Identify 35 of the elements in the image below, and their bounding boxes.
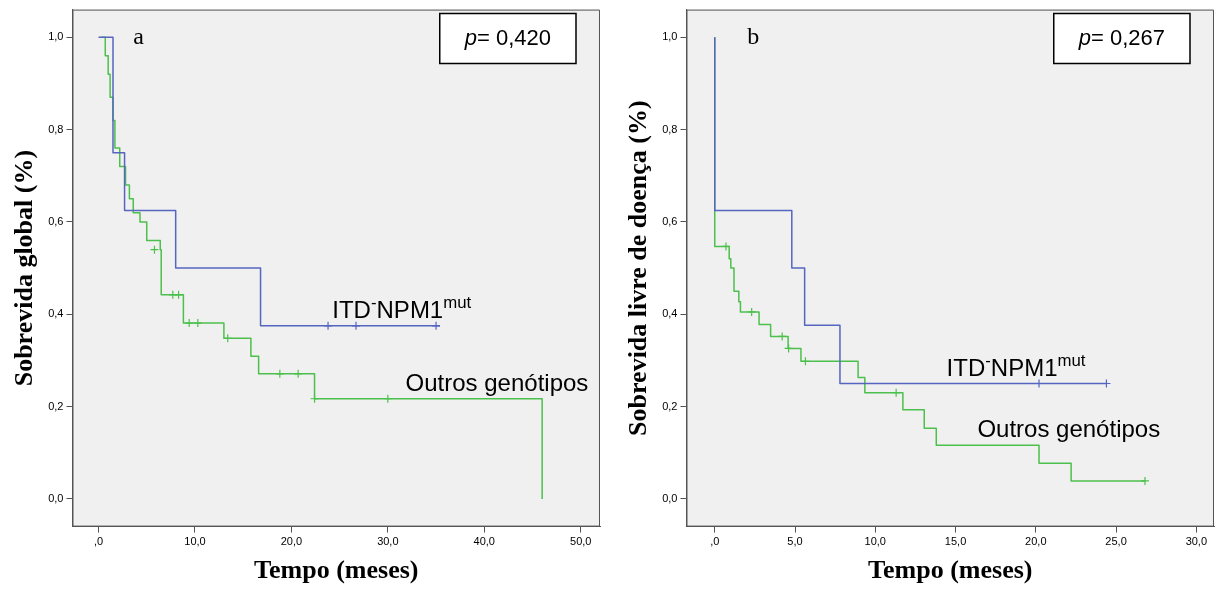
- x-tick-label: 10,0: [184, 535, 206, 548]
- annotation: a: [133, 22, 145, 49]
- x-tick-label: 10,0: [864, 535, 886, 548]
- y-tick-label: 1,0: [662, 30, 678, 43]
- x-tick-label: 50,0: [570, 535, 592, 548]
- x-axis-title: Tempo (meses): [254, 555, 419, 585]
- x-axis-title: Tempo (meses): [868, 555, 1033, 585]
- y-tick-label: 0,6: [662, 214, 678, 227]
- x-tick-label: 15,0: [944, 535, 967, 548]
- annotation: p= 0,420: [463, 24, 551, 50]
- annotation: b: [747, 22, 760, 49]
- x-tick-label: ,0: [93, 535, 104, 548]
- y-tick-label: 0,8: [662, 122, 678, 135]
- x-tick-label: 30,0: [1185, 535, 1208, 548]
- x-tick-label: 25,0: [1105, 535, 1127, 548]
- x-tick-label: 40,0: [473, 535, 495, 548]
- series-label: Outros genótipos: [405, 368, 589, 396]
- y-tick-label: 0,2: [48, 399, 64, 412]
- x-tick-label: 30,0: [377, 535, 399, 548]
- y-tick-label: 0,4: [48, 307, 64, 320]
- y-tick-label: 0,6: [48, 214, 64, 227]
- x-tick-label: 20,0: [1025, 535, 1047, 548]
- x-tick-label: ,0: [710, 535, 720, 548]
- y-axis-title: Sobrevida global (%): [9, 149, 39, 387]
- y-tick-label: 0,8: [48, 122, 64, 135]
- series-label: Outros genótipos: [977, 415, 1161, 443]
- annotation: p= 0,267: [1077, 24, 1165, 50]
- y-tick-label: 0,0: [662, 491, 678, 504]
- y-tick-label: 0,4: [662, 307, 678, 320]
- y-tick-label: 0,2: [662, 399, 678, 412]
- y-tick-label: 1,0: [48, 30, 64, 43]
- x-tick-label: 20,0: [280, 535, 303, 548]
- y-tick-label: 0,0: [48, 491, 64, 504]
- x-tick-label: 5,0: [787, 535, 803, 548]
- y-axis-title: Sobrevida livre de doença (%): [623, 100, 653, 436]
